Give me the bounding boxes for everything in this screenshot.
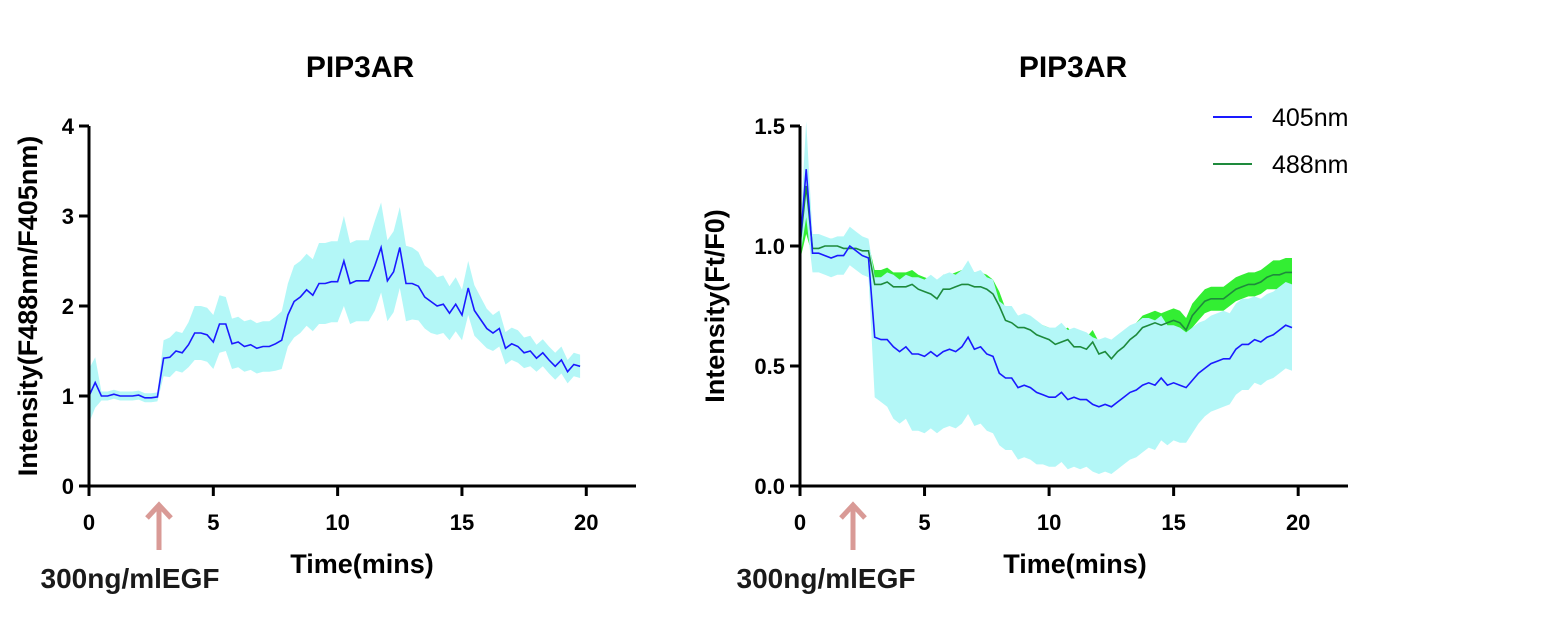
y-tick-label: 0: [62, 474, 74, 499]
x-tick-label: 5: [207, 510, 219, 535]
y-tick-label: 0.0: [754, 474, 785, 499]
y-axis-label: Intensity(F488nm/F405nm): [13, 136, 43, 477]
stimulus-arrow: [145, 501, 173, 550]
x-tick-label: 20: [1286, 510, 1310, 535]
x-tick-label: 5: [918, 510, 930, 535]
x-axis-label: Time(mins): [1003, 549, 1147, 579]
x-tick-label: 0: [83, 510, 95, 535]
x-tick-label: 10: [325, 510, 349, 535]
arrow-head: [839, 501, 867, 520]
chart-left: PIP3AR Intensity(F488nm/F405nm) Time(min…: [13, 51, 636, 594]
plot-area: [799, 121, 1293, 474]
stimulus-arrow: [839, 501, 867, 550]
x-tick-label: 15: [1161, 510, 1185, 535]
chart-title: PIP3AR: [1019, 51, 1128, 84]
y-tick-label: 2: [62, 294, 74, 319]
chart-title: PIP3AR: [306, 51, 415, 84]
x-tick-label: 15: [450, 510, 474, 535]
plot-area: [88, 202, 581, 423]
x-tick-label: 10: [1037, 510, 1061, 535]
chart-right: PIP3AR Intensity(Ft/F0) Time(mins) 0.00.…: [700, 51, 1348, 594]
series-line: [799, 169, 1293, 408]
legend-label: 405nm: [1272, 104, 1348, 132]
axes: 0 1 2 3 4 0 5 10 15 20: [62, 114, 636, 535]
error-band: [800, 121, 1292, 474]
x-axis-label: Time(mins): [290, 549, 434, 579]
x-tick-label: 0: [794, 510, 806, 535]
error-band: [89, 202, 581, 423]
y-tick-label: 4: [62, 114, 75, 139]
y-tick-label: 1.0: [754, 234, 785, 259]
stimulus-annotation: 300ng/mlEGF: [737, 563, 916, 594]
y-tick-label: 0.5: [754, 354, 785, 379]
legend-label: 488nm: [1272, 151, 1348, 179]
x-tick-label: 20: [574, 510, 598, 535]
y-tick-label: 1: [62, 384, 74, 409]
legend-item: 405nm: [1213, 104, 1348, 132]
y-axis-label: Intensity(Ft/F0): [700, 209, 730, 403]
arrow-head: [145, 501, 173, 520]
y-tick-label: 1.5: [754, 114, 785, 139]
series-line: [799, 185, 1292, 361]
stimulus-annotation: 300ng/mlEGF: [41, 563, 220, 594]
y-tick-label: 3: [62, 204, 74, 229]
legend: 405nm 488nm: [1213, 104, 1348, 179]
error-band: [800, 138, 1292, 371]
series-line: [88, 244, 581, 399]
legend-item: 488nm: [1213, 151, 1348, 179]
axes: 0.0 0.5 1.0 1.5 0 5 10 15 20: [754, 114, 1348, 535]
